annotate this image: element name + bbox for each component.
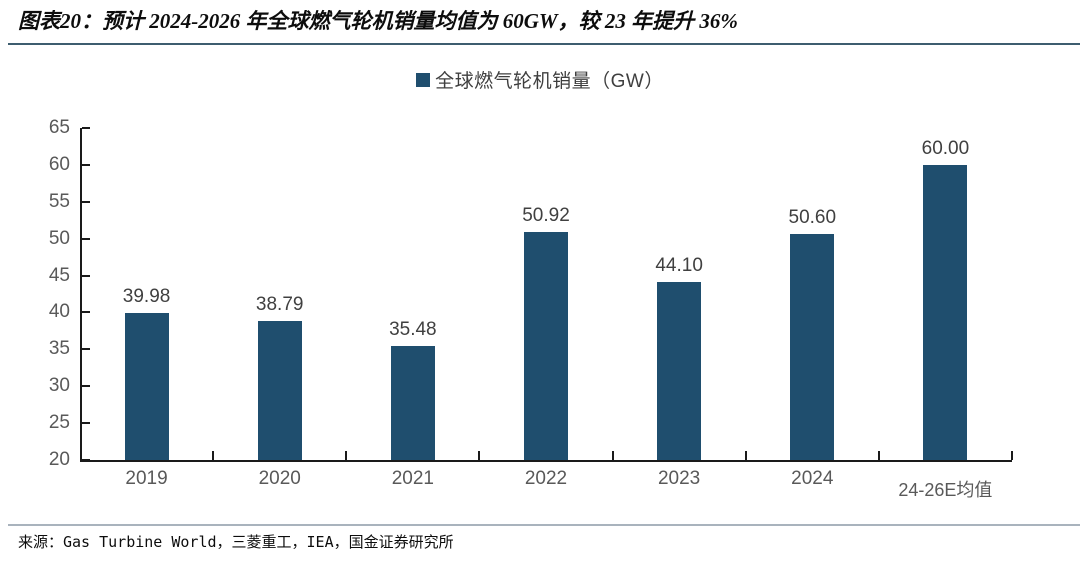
- x-category-label: 2020: [258, 468, 301, 489]
- x-category-label: 2024: [791, 468, 834, 489]
- x-tick: [744, 451, 747, 460]
- x-tick: [478, 451, 481, 460]
- x-tick: [877, 451, 880, 460]
- y-axis-line: [80, 128, 82, 460]
- footer-divider: [8, 524, 1080, 526]
- y-tick-label: 60: [48, 153, 70, 175]
- figure-title: 图表20：预计 2024-2026 年全球燃气轮机销量均值为 60GW，较 23…: [18, 9, 738, 33]
- x-tick: [345, 451, 348, 460]
- bar-value-label: 50.60: [788, 207, 837, 229]
- bar-value-label: 60.00: [921, 137, 970, 159]
- title-divider: [8, 43, 1080, 45]
- x-category-label: 2021: [391, 468, 434, 489]
- y-tick: [82, 459, 90, 461]
- chart-legend: 全球燃气轮机销量（GW）: [0, 66, 1080, 93]
- y-tick: [82, 200, 90, 203]
- x-axis-line: [80, 460, 1012, 462]
- y-tick-label: 50: [48, 227, 70, 249]
- y-tick-label: 20: [48, 449, 70, 470]
- y-tick: [82, 311, 90, 314]
- y-tick-label: 55: [48, 190, 70, 212]
- x-tick: [1011, 451, 1013, 460]
- y-tick: [82, 237, 90, 240]
- x-tick: [611, 451, 614, 460]
- legend-marker-icon: [416, 72, 431, 87]
- source-note: 来源：Gas Turbine World，三菱重工，IEA，国金证券研究所: [18, 533, 454, 551]
- y-tick-label: 35: [48, 338, 70, 360]
- bar-value-label: 38.79: [255, 294, 304, 316]
- bar-value-label: 50.92: [522, 204, 570, 226]
- y-tick-label: 40: [48, 301, 70, 323]
- bar: [390, 345, 435, 460]
- x-category-label: 24-26E均值: [898, 480, 993, 500]
- y-tick: [82, 422, 90, 425]
- y-tick: [82, 274, 90, 277]
- bar: [124, 312, 169, 460]
- bar-value-label: 39.98: [122, 285, 171, 307]
- legend-label: 全球燃气轮机销量（GW）: [435, 71, 664, 92]
- bar-value-label: 35.48: [389, 318, 437, 340]
- x-category-label: 2022: [524, 468, 568, 489]
- x-tick: [212, 451, 215, 460]
- y-tick-label: 45: [48, 264, 70, 286]
- bar: [923, 164, 968, 460]
- bar: [257, 321, 302, 460]
- bar: [657, 282, 702, 460]
- y-tick: [82, 163, 90, 166]
- y-tick: [82, 127, 90, 129]
- bar: [790, 234, 835, 460]
- y-tick-label: 65: [48, 117, 70, 138]
- bar: [524, 231, 568, 460]
- y-tick: [82, 348, 90, 351]
- bar-chart: 65 60 55 50 45 40 35 30 25 20 39.98 2019 38.79 2020 35…: [49, 117, 1013, 500]
- x-category-label: 2023: [657, 468, 701, 489]
- y-tick-label: 30: [48, 375, 70, 397]
- y-tick-label: 25: [48, 412, 70, 434]
- bar-value-label: 44.10: [655, 255, 703, 277]
- y-tick: [82, 385, 90, 388]
- x-category-label: 2019: [125, 468, 168, 489]
